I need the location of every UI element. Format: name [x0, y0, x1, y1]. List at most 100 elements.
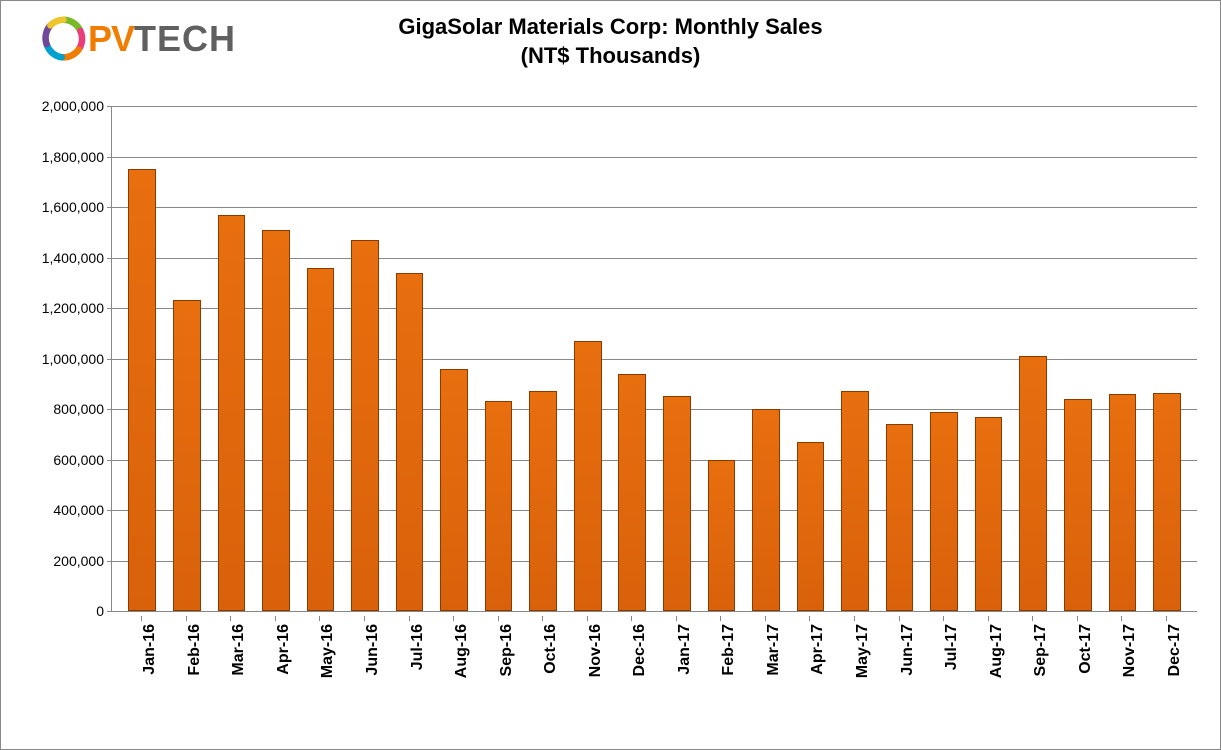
bar-slot	[1011, 106, 1056, 611]
chart-title-line1: GigaSolar Materials Corp: Monthly Sales	[1, 13, 1220, 42]
x-tick-label: Nov-16	[587, 624, 605, 677]
x-tick-mark	[899, 616, 900, 621]
x-tick-mark	[854, 616, 855, 621]
bar	[351, 240, 379, 611]
x-tick-mark	[1077, 616, 1078, 621]
plot-area	[111, 106, 1197, 612]
y-tick-label: 2,000,000	[14, 98, 104, 114]
chart-container: PV TECH GigaSolar Materials Corp: Monthl…	[0, 0, 1221, 750]
bar	[752, 409, 780, 611]
x-tick-mark	[186, 616, 187, 621]
x-tick-mark	[631, 616, 632, 621]
x-tick-mark	[141, 616, 142, 621]
bar	[485, 401, 513, 611]
x-tick-mark	[230, 616, 231, 621]
x-tick-mark	[364, 616, 365, 621]
x-tick-label: Feb-16	[186, 624, 204, 676]
bar-slot	[833, 106, 878, 611]
x-tick-label: Jul-17	[943, 624, 961, 670]
x-tick-mark	[943, 616, 944, 621]
bar	[173, 300, 201, 611]
x-tick-mark	[453, 616, 454, 621]
bar	[1109, 394, 1137, 611]
x-tick-mark	[1166, 616, 1167, 621]
bar	[708, 460, 736, 612]
x-tick-mark	[765, 616, 766, 621]
bar	[975, 417, 1003, 611]
bar-slot	[254, 106, 299, 611]
x-tick-label: Jan-16	[141, 624, 159, 675]
y-tick-label: 1,000,000	[14, 351, 104, 367]
bar	[529, 391, 557, 611]
bar-slot	[298, 106, 343, 611]
x-tick-mark	[409, 616, 410, 621]
bar	[307, 268, 335, 611]
x-tick-mark	[1121, 616, 1122, 621]
bar	[262, 230, 290, 611]
x-tick-label: Mar-17	[765, 624, 783, 676]
x-tick-mark	[676, 616, 677, 621]
y-tick-label: 600,000	[14, 452, 104, 468]
bar	[128, 169, 156, 611]
bar	[440, 369, 468, 611]
bar-slot	[744, 106, 789, 611]
x-tick-label: Aug-17	[988, 624, 1006, 678]
x-tick-mark	[809, 616, 810, 621]
chart-title-line2: (NT$ Thousands)	[1, 42, 1220, 71]
bar-slot	[476, 106, 521, 611]
bar	[218, 215, 246, 611]
x-tick-mark	[498, 616, 499, 621]
x-tick-label: Aug-16	[453, 624, 471, 678]
bar-slot	[877, 106, 922, 611]
bar	[574, 341, 602, 611]
x-tick-label: Dec-17	[1166, 624, 1184, 676]
x-tick-label: Jun-16	[364, 624, 382, 676]
x-tick-mark	[319, 616, 320, 621]
bar-slot	[521, 106, 566, 611]
x-tick-label: Jun-17	[899, 624, 917, 676]
bars-container	[112, 106, 1197, 611]
x-tick-label: Sep-17	[1032, 624, 1050, 676]
bar	[396, 273, 424, 611]
bar-slot	[1055, 106, 1100, 611]
x-tick-label: Sep-16	[498, 624, 516, 676]
bar	[663, 396, 691, 611]
bar-slot	[387, 106, 432, 611]
bar-slot	[788, 106, 833, 611]
x-tick-label: May-16	[319, 624, 337, 678]
bar	[1064, 399, 1092, 611]
y-tick-label: 800,000	[14, 401, 104, 417]
bar	[841, 391, 869, 611]
x-tick-label: Nov-17	[1121, 624, 1139, 677]
bar-slot	[209, 106, 254, 611]
x-tick-label: Oct-17	[1077, 624, 1095, 674]
x-tick-mark	[542, 616, 543, 621]
y-tick-mark	[107, 611, 112, 612]
x-tick-label: Apr-17	[809, 624, 827, 675]
bar-slot	[165, 106, 210, 611]
y-tick-label: 1,800,000	[14, 149, 104, 165]
bar-slot	[699, 106, 744, 611]
bar	[930, 412, 958, 611]
bar-slot	[655, 106, 700, 611]
bar	[886, 424, 914, 611]
bar-slot	[966, 106, 1011, 611]
bar	[1019, 356, 1047, 611]
bar-slot	[343, 106, 388, 611]
x-tick-label: Feb-17	[720, 624, 738, 676]
y-tick-label: 0	[14, 603, 104, 619]
x-tick-mark	[720, 616, 721, 621]
x-tick-mark	[275, 616, 276, 621]
x-tick-mark	[1032, 616, 1033, 621]
x-tick-label: Jul-16	[409, 624, 427, 670]
x-tick-mark	[988, 616, 989, 621]
bar-slot	[1100, 106, 1145, 611]
bar	[1153, 393, 1181, 611]
y-tick-label: 1,200,000	[14, 300, 104, 316]
y-tick-label: 400,000	[14, 502, 104, 518]
y-tick-label: 200,000	[14, 553, 104, 569]
y-tick-label: 1,600,000	[14, 199, 104, 215]
bar-slot	[922, 106, 967, 611]
x-tick-mark	[587, 616, 588, 621]
x-tick-label: May-17	[854, 624, 872, 678]
